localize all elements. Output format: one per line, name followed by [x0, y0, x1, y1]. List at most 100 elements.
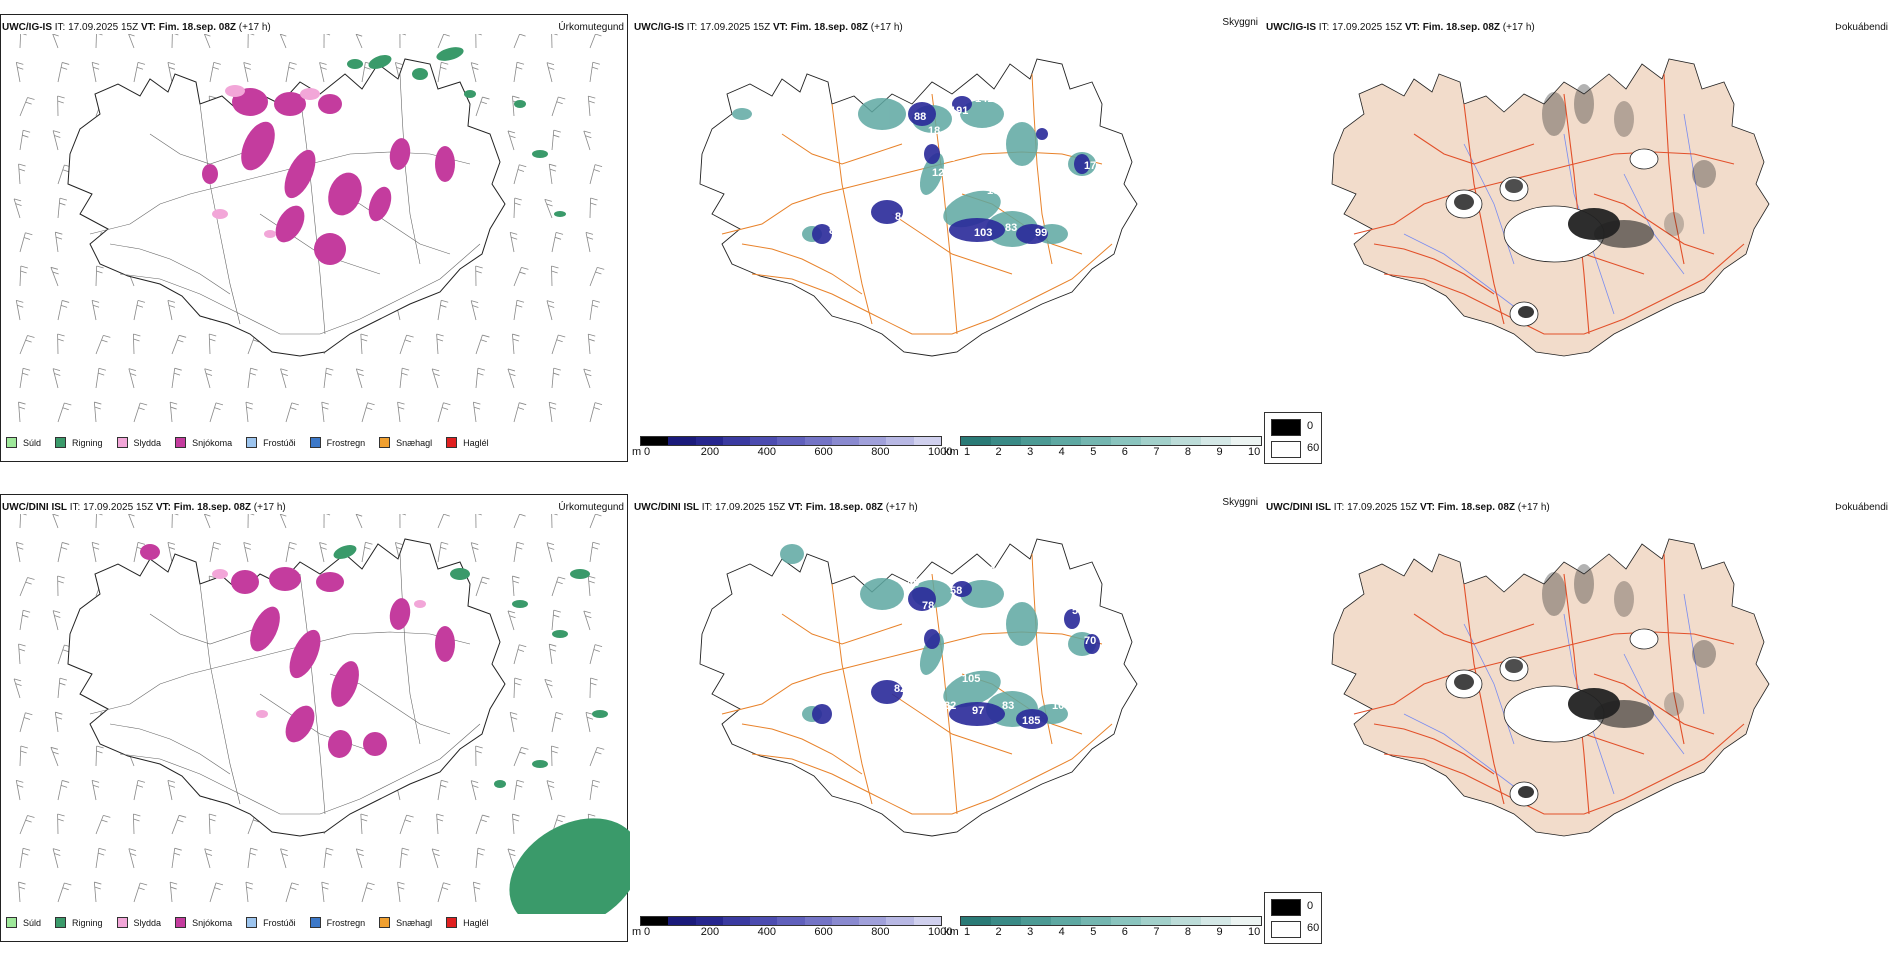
- colorbar-step: [1111, 437, 1141, 445]
- panel-title: Þokuábendi: [1835, 22, 1888, 33]
- colorbar-tick: 8: [1185, 446, 1191, 458]
- visibility-value: 32: [944, 700, 956, 712]
- visibility-value: 84: [895, 211, 908, 223]
- legend-label: Haglél: [463, 438, 489, 448]
- legend-label: Snæhagl: [396, 438, 432, 448]
- legend-item: Súld: [6, 437, 41, 448]
- colorbar-step: [832, 437, 859, 445]
- visibility-value: 118: [822, 687, 840, 699]
- colorbar-step: [805, 917, 832, 925]
- visibility-value: 141: [975, 93, 993, 105]
- legend-swatch: [310, 917, 321, 928]
- visibility-value: 58: [950, 585, 962, 597]
- colorbar-step: [641, 437, 668, 445]
- colorbar-step: [886, 917, 913, 925]
- visibility-value: 57: [1072, 605, 1084, 617]
- colorbar-tick: 2: [996, 926, 1002, 938]
- colorbar-step: [991, 437, 1021, 445]
- iceland-precip-map: [0, 34, 630, 434]
- legend-item: Súld: [6, 917, 41, 928]
- legend-label: Rigning: [72, 918, 103, 928]
- legend-item: Snæhagl: [379, 917, 432, 928]
- legend-label: Slydda: [134, 918, 162, 928]
- visibility-value: 103: [974, 227, 992, 239]
- colorbar-step: [961, 917, 991, 925]
- colorbar-tick: 1: [964, 446, 970, 458]
- colorbar-tick: 3: [1027, 926, 1033, 938]
- colorbar-tick: 200: [701, 446, 719, 458]
- colorbar-step: [1141, 437, 1171, 445]
- visibility-value: 17: [1084, 160, 1096, 172]
- visibility-panel-1: UWC/IG-IS IT: 17.09.2025 15Z VT: Fim. 18…: [632, 12, 1262, 482]
- colorbar-step: [1201, 437, 1231, 445]
- legend-label: Frostregn: [327, 438, 366, 448]
- colorbar-step: [961, 437, 991, 445]
- legend-item: Snæhagl: [379, 437, 432, 448]
- legend-swatch: [6, 437, 17, 448]
- legend-item: Frostregn: [310, 917, 366, 928]
- panel-header: UWC/DINI ISL IT: 17.09.2025 15Z VT: Fim.…: [2, 502, 286, 513]
- panel-title: Þokuábendi: [1835, 502, 1888, 513]
- colorbar-tick: 7: [1153, 926, 1159, 938]
- legend-item: Snjókoma: [175, 437, 232, 448]
- visibility-panel-2: UWC/DINI ISL IT: 17.09.2025 15Z VT: Fim.…: [632, 492, 1262, 962]
- colorbar-step: [750, 917, 777, 925]
- legend-label: Snjókoma: [192, 918, 232, 928]
- colorbar-step: [859, 437, 886, 445]
- visibility-value: 132: [977, 565, 995, 577]
- colorbar-tick: 10: [1248, 446, 1260, 458]
- legend-swatch: [446, 917, 457, 928]
- colorbar-tick: 4: [1059, 926, 1065, 938]
- legend-swatch: [246, 437, 257, 448]
- visibility-value: 82: [894, 683, 906, 695]
- legend-item: Frostúði: [246, 437, 296, 448]
- colorbar-step: [1171, 437, 1201, 445]
- legend-label: Frostúði: [263, 438, 296, 448]
- panel-header: UWC/IG-IS IT: 17.09.2025 15Z VT: Fim. 18…: [2, 22, 271, 33]
- panel-title: Skyggni: [1222, 497, 1258, 508]
- colorbar-step: [1081, 917, 1111, 925]
- colorbar-tick: 600: [814, 446, 832, 458]
- colorbar-tick: 2: [996, 446, 1002, 458]
- colorbar-step: [1171, 917, 1201, 925]
- iceland-fog-map: [1264, 34, 1894, 434]
- legend-item: Frostregn: [310, 437, 366, 448]
- colorbar-step: [668, 917, 695, 925]
- panel-title: Skyggni: [1222, 17, 1258, 28]
- panel-header: UWC/IG-IS IT: 17.09.2025 15Z VT: Fim. 18…: [1266, 22, 1535, 33]
- legend-label: Slydda: [134, 438, 162, 448]
- fog-legend: 0 60: [1264, 892, 1322, 944]
- fog-legend: 0 60: [1264, 412, 1322, 464]
- visibility-value: 78: [922, 600, 934, 612]
- legend-item: Slydda: [117, 437, 162, 448]
- legend-label: Súld: [23, 918, 41, 928]
- colorbar-step: [668, 437, 695, 445]
- legend-swatch: [310, 437, 321, 448]
- visibility-value: 85: [829, 225, 841, 237]
- legend-label: Snjókoma: [192, 438, 232, 448]
- legend-label: Frostúði: [263, 918, 296, 928]
- colorbar-tick: 1: [964, 926, 970, 938]
- colorbar-tick: 800: [871, 446, 889, 458]
- precip-legend: Súld Rigning Slydda Snjókoma Frostúði Frostre…: [6, 917, 503, 928]
- legend-swatch: [175, 437, 186, 448]
- visibility-value: 185: [1022, 715, 1040, 727]
- legend-swatch: [379, 437, 390, 448]
- colorbar-step: [696, 437, 723, 445]
- visibility-value: 10: [1052, 700, 1064, 712]
- visibility-value: 105: [962, 673, 980, 685]
- colorbar-tick: 400: [758, 446, 776, 458]
- visibility-value: 70: [1084, 635, 1096, 647]
- colorbar-tick: 8: [1185, 926, 1191, 938]
- colorbar-step: [641, 917, 668, 925]
- panel-header: UWC/DINI ISL IT: 17.09.2025 15Z VT: Fim.…: [1266, 502, 1550, 513]
- colorbar-tick: 6: [1122, 926, 1128, 938]
- precip-type-panel-2: UWC/DINI ISL IT: 17.09.2025 15Z VT: Fim.…: [0, 492, 630, 962]
- colorbar-step: [1081, 437, 1111, 445]
- colorbar-step: [1051, 437, 1081, 445]
- legend-item: Frostúði: [246, 917, 296, 928]
